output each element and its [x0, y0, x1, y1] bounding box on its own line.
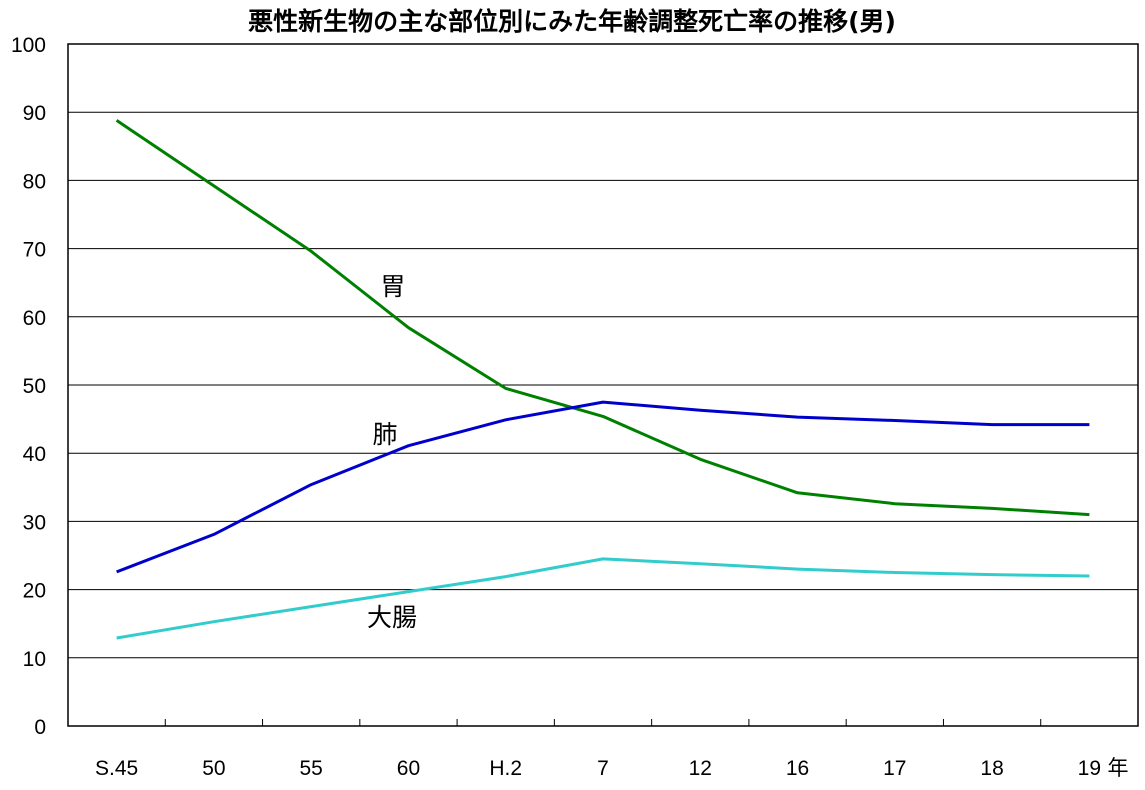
x-tick-label: S.45	[95, 757, 138, 780]
gridlines	[68, 111, 1138, 659]
x-tick-label: 50	[202, 757, 225, 780]
y-tick-label: 40	[23, 443, 46, 466]
y-tick-label: 50	[23, 375, 46, 398]
y-tick-label: 100	[11, 34, 46, 57]
y-tick-label: 60	[23, 307, 46, 330]
x-axis-unit-label: 年	[1108, 757, 1129, 780]
plot-area	[67, 43, 1139, 727]
x-tick-label: 60	[397, 757, 420, 780]
y-tick-label: 30	[23, 511, 46, 534]
y-axis: 0 10 20 30 40 50 60 70 80 90 100	[11, 34, 46, 739]
x-tick-label: 7	[597, 757, 609, 780]
y-tick-label: 10	[23, 648, 46, 671]
x-tick-label: 12	[689, 757, 712, 780]
x-tick-label: 55	[300, 757, 323, 780]
y-tick-label: 80	[23, 170, 46, 193]
series-line	[115, 119, 1090, 517]
y-tick-label: 90	[23, 102, 46, 125]
series-line	[116, 557, 1090, 640]
series-label: 肺	[372, 420, 397, 449]
y-tick-label: 70	[23, 239, 46, 262]
x-tick-label: 19	[1078, 757, 1101, 780]
series-line	[116, 400, 1090, 574]
x-axis: S.45 50 55 60 H.2 7 12 16 17 18 19	[95, 719, 1101, 780]
series-label: 大腸	[367, 603, 417, 632]
y-tick-label: 0	[34, 716, 46, 739]
x-tick-label: 17	[883, 757, 906, 780]
chart-title: 悪性新生物の主な部位別にみた年齢調整死亡率の推移(男)	[248, 7, 896, 36]
x-tick-label: 16	[786, 757, 809, 780]
x-tick-label: 18	[980, 757, 1003, 780]
series-label: 胃	[380, 272, 405, 301]
y-tick-label: 20	[23, 580, 46, 603]
x-tick-label: H.2	[489, 757, 522, 780]
series-lines	[115, 119, 1090, 640]
